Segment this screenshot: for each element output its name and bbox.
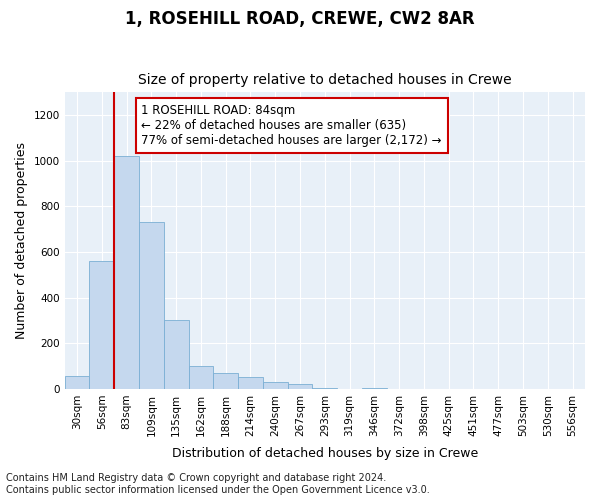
Bar <box>89 261 114 389</box>
Text: 1 ROSEHILL ROAD: 84sqm
← 22% of detached houses are smaller (635)
77% of semi-de: 1 ROSEHILL ROAD: 84sqm ← 22% of detached… <box>142 104 442 146</box>
Bar <box>287 384 313 389</box>
Bar <box>362 388 387 389</box>
Bar <box>114 156 139 389</box>
X-axis label: Distribution of detached houses by size in Crewe: Distribution of detached houses by size … <box>172 447 478 460</box>
Bar <box>238 378 263 389</box>
Text: Contains HM Land Registry data © Crown copyright and database right 2024.
Contai: Contains HM Land Registry data © Crown c… <box>6 474 430 495</box>
Bar <box>313 388 337 389</box>
Bar <box>139 222 164 389</box>
Bar <box>214 373 238 389</box>
Title: Size of property relative to detached houses in Crewe: Size of property relative to detached ho… <box>138 73 512 87</box>
Bar <box>263 382 287 389</box>
Y-axis label: Number of detached properties: Number of detached properties <box>15 142 28 339</box>
Bar <box>65 376 89 389</box>
Bar <box>164 320 188 389</box>
Bar <box>188 366 214 389</box>
Text: 1, ROSEHILL ROAD, CREWE, CW2 8AR: 1, ROSEHILL ROAD, CREWE, CW2 8AR <box>125 10 475 28</box>
